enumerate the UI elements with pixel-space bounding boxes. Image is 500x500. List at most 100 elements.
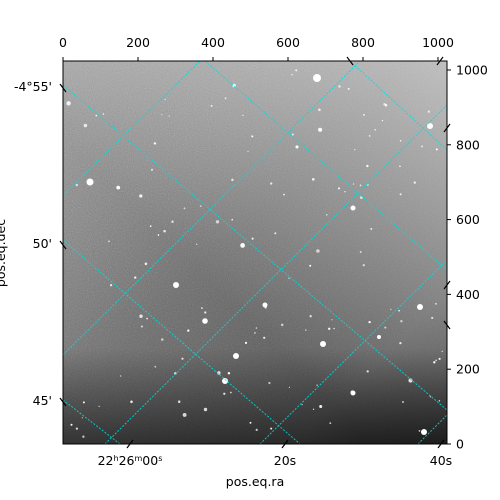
star <box>368 320 371 324</box>
ra-tick-label-0: 22h26m00s <box>98 453 163 468</box>
star <box>139 194 143 198</box>
star <box>374 128 377 131</box>
star <box>399 165 401 168</box>
star <box>108 240 110 243</box>
star <box>431 316 434 319</box>
world-tick-5 <box>59 83 67 93</box>
pixel-x-tick-label-5: 1000 <box>422 35 454 50</box>
star <box>295 145 299 149</box>
world-tick-8 <box>443 123 451 133</box>
dec-tick-label-1: 50' <box>33 236 52 251</box>
star <box>163 229 166 233</box>
star <box>268 381 271 385</box>
star <box>384 103 388 107</box>
bright-star <box>377 335 381 339</box>
star <box>255 428 258 432</box>
pixel-x-tick-label-4: 800 <box>351 35 375 50</box>
star <box>347 87 350 90</box>
star <box>95 114 98 117</box>
world-tick-10 <box>443 320 451 330</box>
world-tick-0 <box>126 439 134 449</box>
star <box>333 327 335 330</box>
star <box>247 150 249 153</box>
star <box>82 401 85 404</box>
star <box>366 370 369 373</box>
star <box>441 350 443 353</box>
star <box>83 123 88 128</box>
star <box>344 190 346 193</box>
star <box>240 243 245 248</box>
star <box>98 405 100 408</box>
world-tick-marks <box>59 56 451 449</box>
plot-frame <box>62 60 448 445</box>
star <box>329 422 332 424</box>
star <box>366 164 369 168</box>
star <box>249 421 252 424</box>
star <box>291 73 293 76</box>
star <box>140 325 143 328</box>
star <box>421 145 423 148</box>
star <box>153 142 157 145</box>
star <box>227 371 231 375</box>
bright-star <box>417 304 423 310</box>
star <box>270 182 273 185</box>
star <box>231 218 233 221</box>
sky-image <box>63 61 447 444</box>
bright-star <box>86 178 94 186</box>
star <box>270 427 273 430</box>
pixel-x-axis: 0 200 400 600 800 1000 <box>59 35 454 61</box>
star <box>161 338 164 341</box>
world-tick-6 <box>59 240 67 250</box>
dec-tick-label-2: 45' <box>33 393 52 408</box>
pixel-y-tick-label-4: 800 <box>456 137 480 152</box>
star <box>384 326 387 329</box>
star <box>75 183 78 187</box>
star <box>368 135 371 137</box>
star <box>309 315 312 318</box>
world-tick-9 <box>443 280 451 290</box>
star <box>309 264 312 267</box>
bright-star <box>350 390 356 396</box>
star <box>251 237 254 240</box>
star <box>120 375 122 377</box>
star-field <box>66 69 443 438</box>
ra-grid-line-3 <box>259 259 447 444</box>
star <box>200 307 203 309</box>
star <box>181 357 184 360</box>
star <box>182 412 187 417</box>
star <box>171 220 174 223</box>
pixel-x-tick-label-1: 200 <box>126 35 150 50</box>
star <box>318 127 323 132</box>
star <box>230 391 232 394</box>
star <box>283 193 285 196</box>
star <box>215 220 220 224</box>
star <box>146 317 148 320</box>
star <box>427 110 430 113</box>
star <box>390 308 392 311</box>
star <box>328 327 331 330</box>
coordinate-grid <box>63 61 447 444</box>
star <box>255 327 258 329</box>
pixel-y-tick-label-1: 200 <box>456 362 480 377</box>
star <box>295 69 298 72</box>
star <box>434 302 437 305</box>
x-axis-label: pos.eq.ra <box>226 474 284 489</box>
bright-star <box>421 429 427 435</box>
world-tick-7 <box>59 397 67 407</box>
star <box>352 183 355 185</box>
star <box>210 104 213 107</box>
star <box>168 115 170 117</box>
pixel-y-axis: 0 200 400 600 800 1000 <box>447 62 488 452</box>
star <box>318 108 321 112</box>
star <box>223 392 226 395</box>
dec-grid-line-4 <box>349 61 447 151</box>
star <box>435 148 438 151</box>
bright-star <box>313 74 321 82</box>
pixel-y-tick-label-0: 0 <box>456 437 464 452</box>
star <box>81 417 83 419</box>
pixel-x-tick-label-0: 0 <box>59 35 67 50</box>
pixel-y-tick-label-3: 600 <box>456 212 480 227</box>
world-tick-3 <box>346 56 354 66</box>
star <box>130 400 133 404</box>
